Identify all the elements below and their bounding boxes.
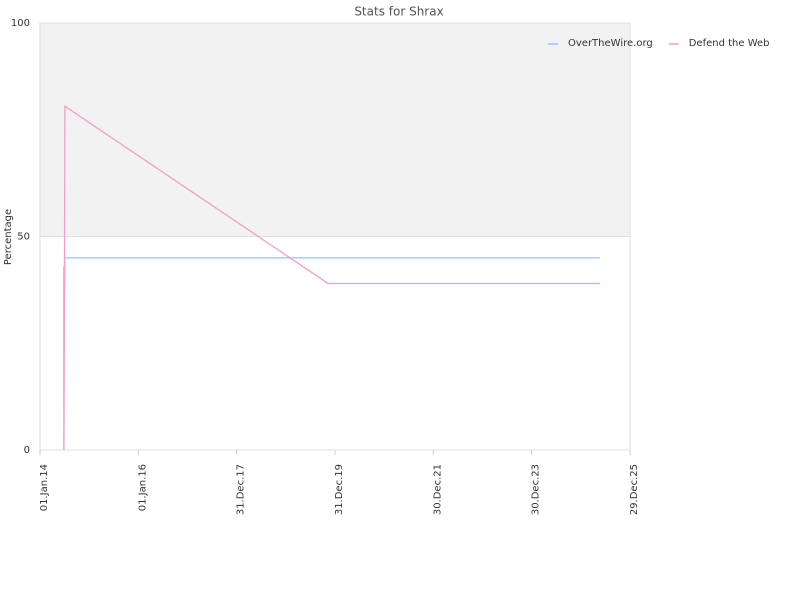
chart-title: Stats for Shrax	[354, 5, 443, 19]
x-tick-label: 01.Jan.16	[137, 464, 148, 511]
x-tick-label: 29.Dec.25	[629, 464, 640, 515]
x-tick-label: 01.Jan.14	[39, 464, 50, 511]
shaded-band	[40, 23, 630, 237]
y-tick-label: 100	[11, 18, 30, 29]
y-axis-label: Percentage	[3, 209, 14, 265]
y-tick-label: 50	[17, 232, 30, 243]
x-tick-label: 30.Dec.21	[432, 464, 443, 515]
legend-label: OverTheWire.org	[568, 38, 653, 49]
legend-label: Defend the Web	[689, 38, 770, 49]
series-line	[63, 105, 600, 451]
series-line	[63, 257, 600, 450]
y-tick-label: 0	[24, 445, 30, 456]
x-tick-label: 31.Dec.17	[236, 464, 247, 515]
x-tick-label: 30.Dec.23	[531, 464, 542, 515]
x-tick-label: 31.Dec.19	[334, 464, 345, 515]
